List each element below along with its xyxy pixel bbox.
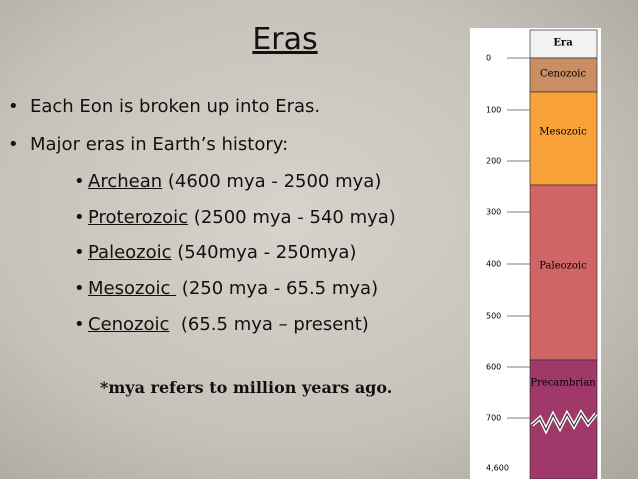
era-cell	[529, 184, 598, 361]
tick-label: 600	[486, 363, 501, 372]
sub-bullet: Proterozoic (2500 mya - 540 mya)	[74, 206, 396, 228]
era-link: Mesozoic	[88, 278, 177, 300]
sub-bullet: Cenozoic (65.5 mya – present)	[74, 313, 369, 335]
sub-bullet: Paleozoic (540mya - 250mya)	[74, 242, 357, 264]
tick-label: 0	[486, 54, 491, 63]
era-range: (65.5 mya – present)	[169, 313, 369, 335]
era-cell	[529, 91, 598, 186]
era-range: (250 mya - 65.5 mya)	[176, 278, 379, 300]
header: Era	[553, 38, 573, 49]
sub-bullet: Archean (4600 mya - 2500 mya)	[74, 171, 382, 192]
era-label: Mesozoic	[539, 127, 587, 138]
bullet: Each Eon is broken up into Eras.	[8, 96, 320, 117]
era-label: Precambrian	[530, 378, 596, 389]
bullet: Major eras in Earth’s history:	[8, 134, 288, 155]
era-link: Cenozoic	[88, 313, 170, 335]
era-link: Proterozoic	[88, 206, 189, 228]
tick-label: 200	[486, 157, 501, 166]
tick-label: 100	[486, 106, 501, 115]
era-link: Archean	[88, 171, 163, 192]
tick-label: 400	[486, 260, 501, 269]
era-range: (2500 mya - 540 mya)	[188, 206, 396, 228]
era-range: (4600 mya - 2500 mya)	[162, 171, 382, 192]
tick-label: 4,600	[486, 464, 509, 473]
tick-label: 500	[486, 312, 501, 321]
era-range: (540mya - 250mya)	[171, 242, 357, 264]
tick-label: 700	[486, 414, 501, 423]
era-label: Cenozoic	[540, 69, 587, 80]
break-mark	[531, 411, 597, 432]
era-cell	[529, 57, 598, 93]
era-link: Paleozoic	[88, 242, 172, 264]
tick-label: 300	[486, 208, 501, 217]
sub-bullet: Mesozoic (250 mya - 65.5 mya)	[74, 278, 379, 300]
header-cell	[529, 29, 598, 59]
era-label: Paleozoic	[539, 261, 587, 272]
note: *mya refers to million years ago.	[100, 378, 393, 397]
title: Eras	[252, 22, 318, 57]
